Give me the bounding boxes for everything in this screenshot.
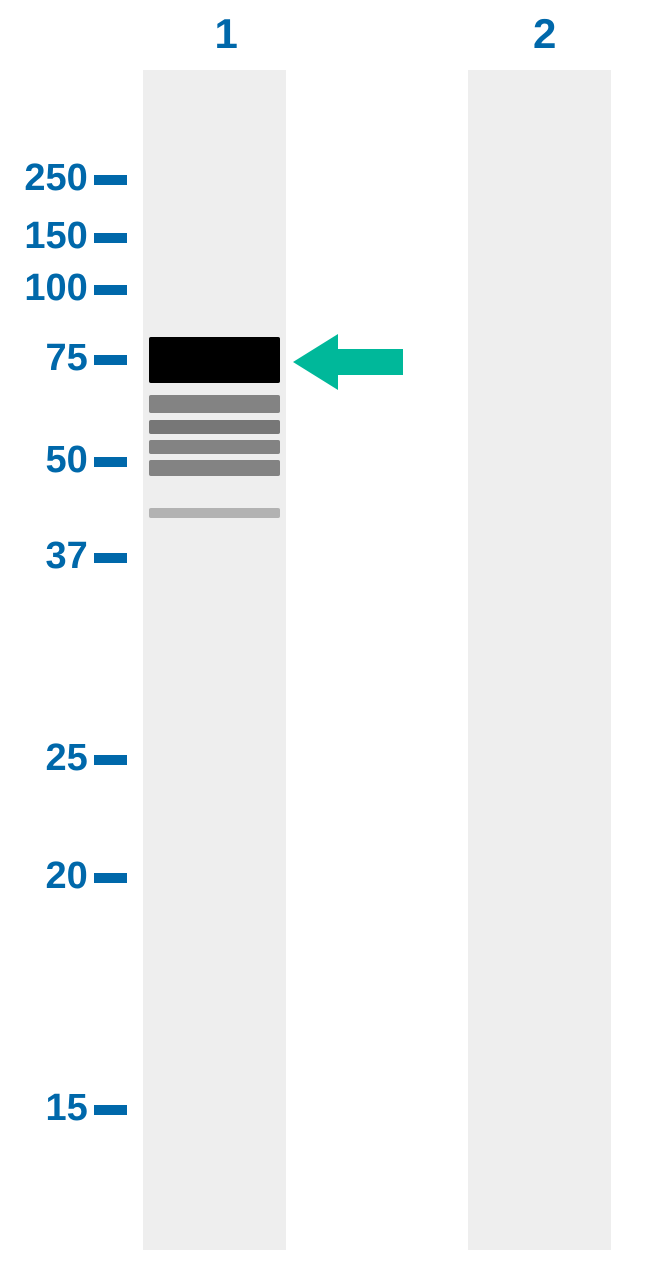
blot-band [149, 460, 281, 476]
target-arrow-icon [293, 332, 403, 392]
mw-marker-tick [94, 355, 127, 365]
mw-marker-tick [94, 285, 127, 295]
blot-band [149, 420, 281, 434]
mw-marker-tick [94, 553, 127, 563]
blot-band [149, 395, 281, 413]
mw-marker-label: 50 [23, 439, 88, 482]
mw-marker-tick [94, 175, 127, 185]
mw-marker-label: 250 [10, 157, 88, 200]
mw-marker-label: 37 [23, 535, 88, 578]
blot-band [149, 508, 281, 518]
lane-label: 2 [533, 10, 556, 58]
lane-label: 1 [215, 10, 238, 58]
mw-marker-label: 100 [10, 267, 88, 310]
mw-marker-tick [94, 1105, 127, 1115]
mw-marker-label: 20 [23, 855, 88, 898]
mw-marker-tick [94, 755, 127, 765]
blot-band [149, 337, 281, 383]
mw-marker-label: 15 [23, 1087, 88, 1130]
mw-marker-tick [94, 457, 127, 467]
blot-lane [468, 70, 611, 1250]
blot-lane [143, 70, 286, 1250]
mw-marker-tick [94, 873, 127, 883]
blot-band [149, 440, 281, 454]
mw-marker-tick [94, 233, 127, 243]
mw-marker-label: 25 [23, 737, 88, 780]
mw-marker-label: 150 [10, 215, 88, 258]
mw-marker-label: 75 [23, 337, 88, 380]
